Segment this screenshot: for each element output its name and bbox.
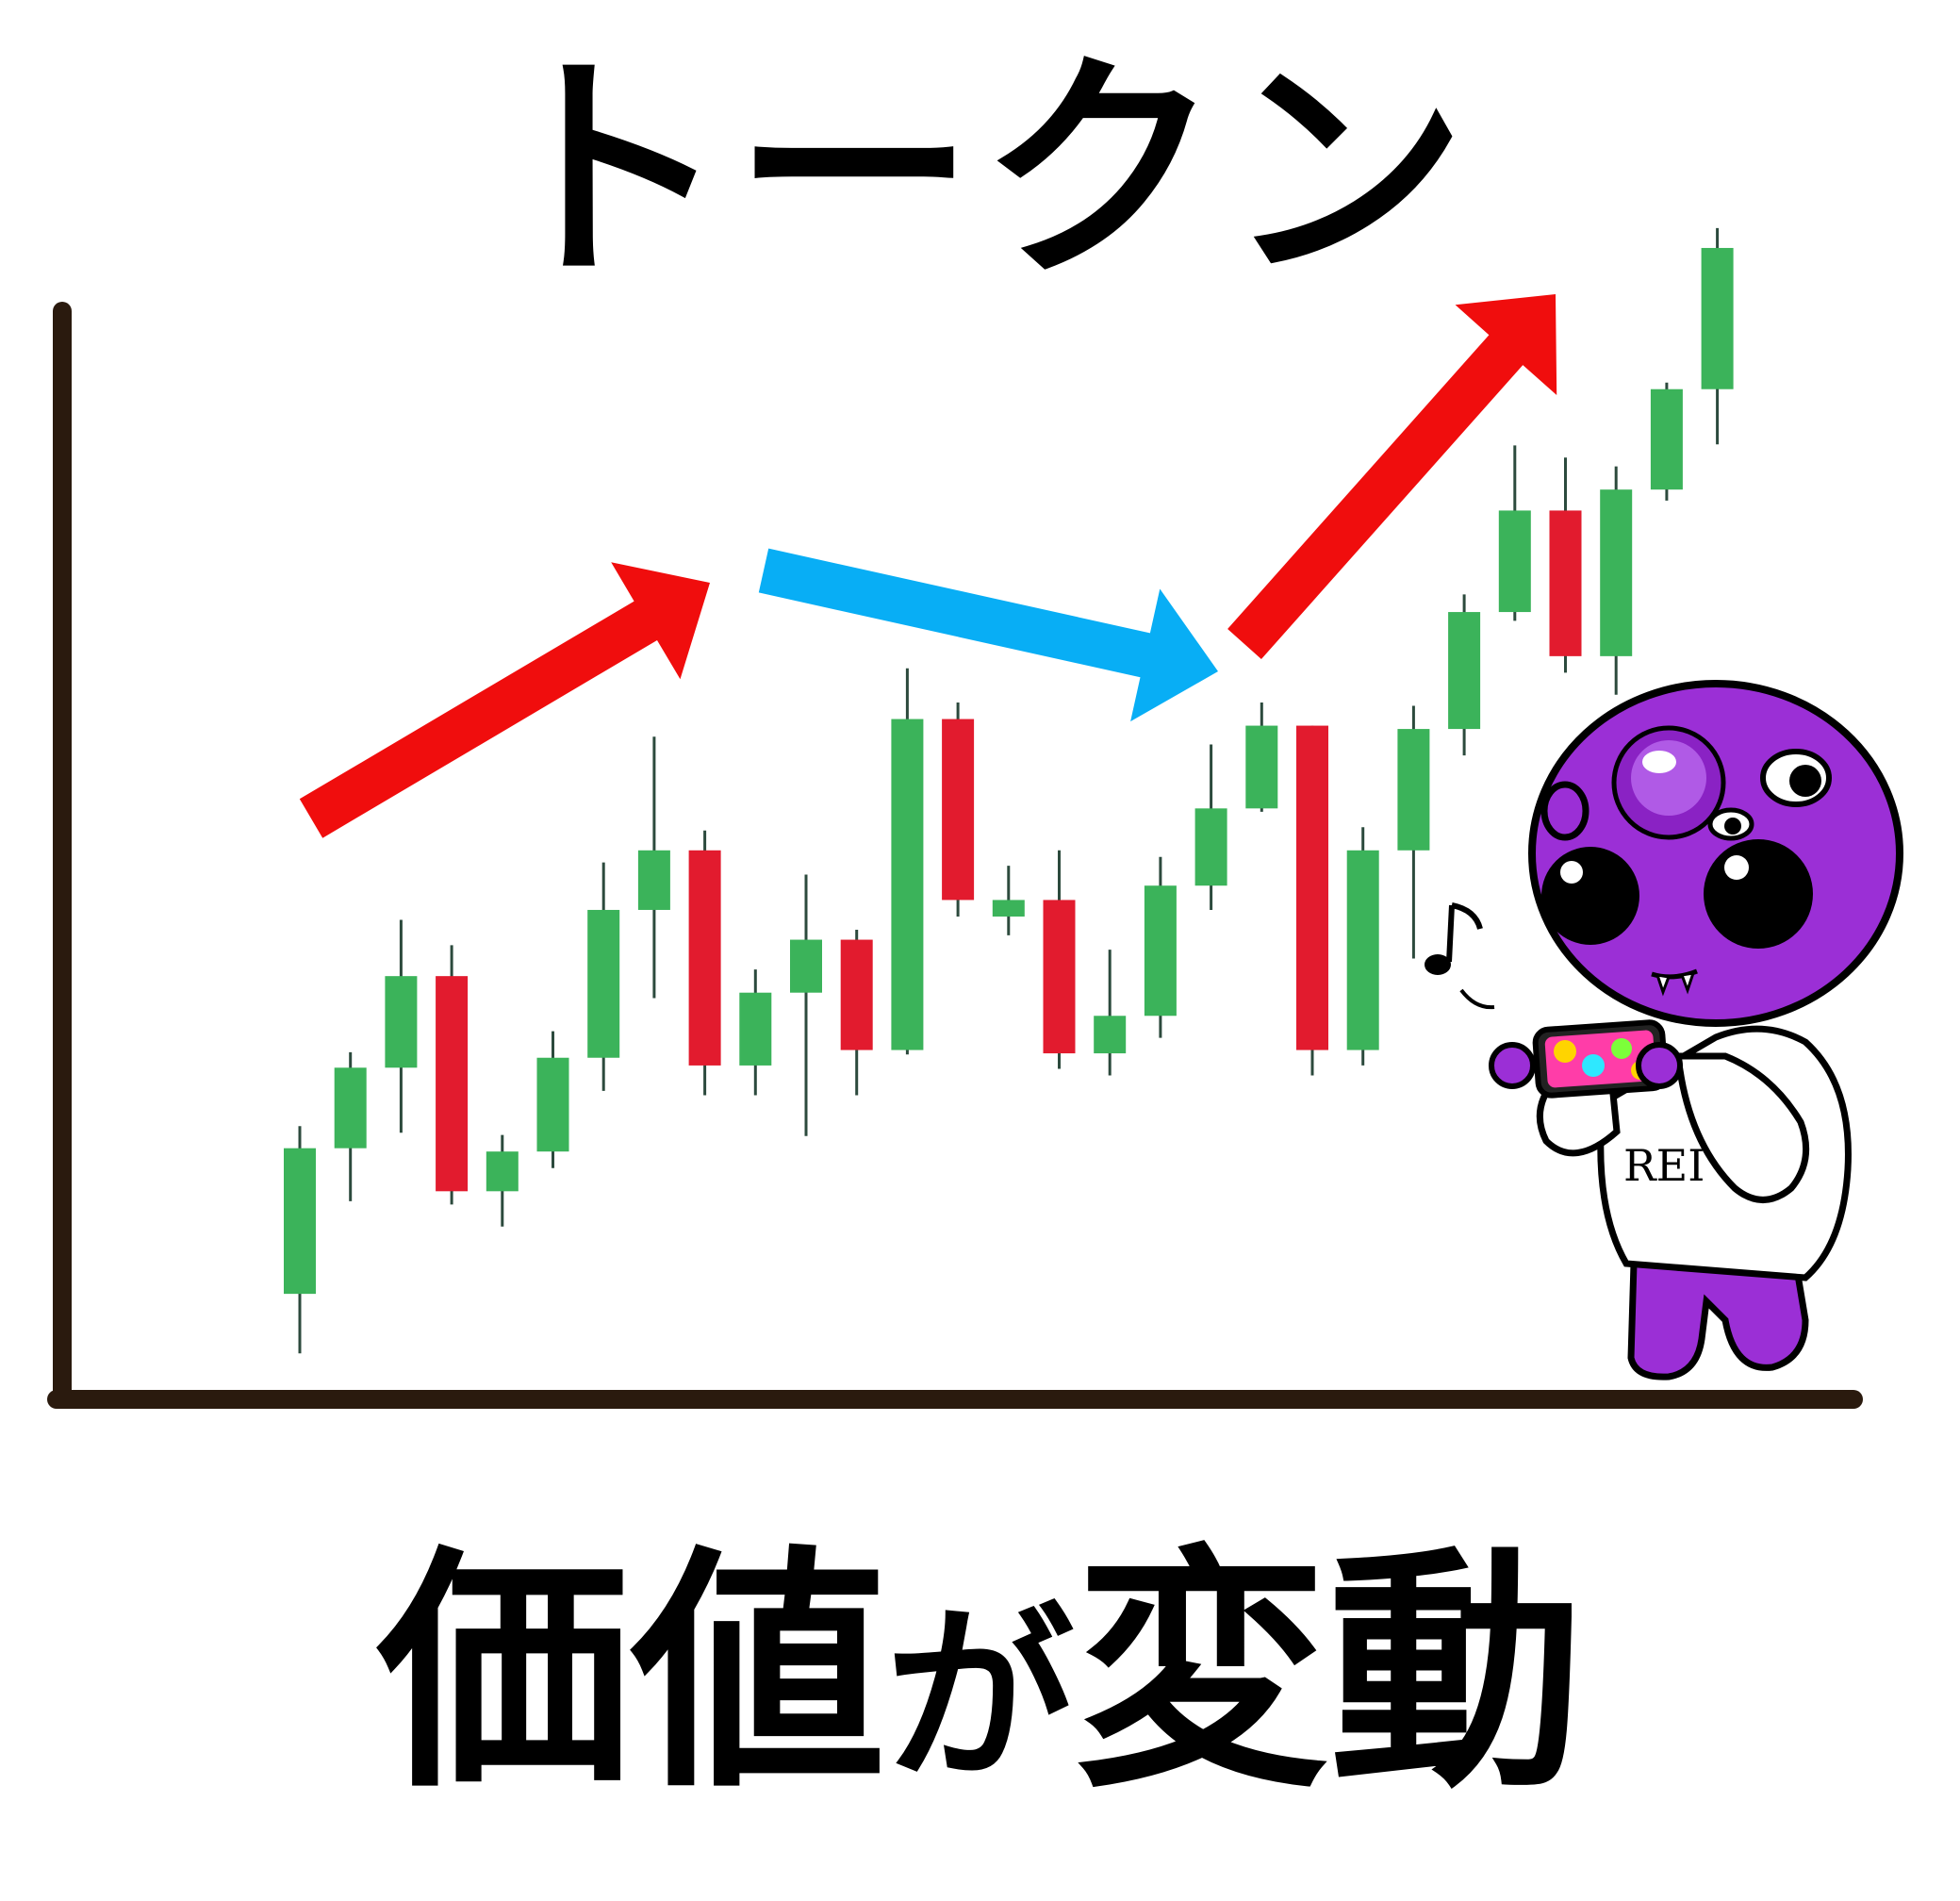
candle-down	[1549, 510, 1582, 656]
candle-up	[1448, 612, 1481, 730]
candle-up	[587, 909, 620, 1058]
candle-up	[1600, 489, 1633, 656]
candle-up	[1701, 247, 1734, 389]
candle-up	[992, 900, 1025, 917]
subtitle-part-2: が	[885, 1587, 1075, 1807]
hoodie-text: REI	[1623, 1140, 1705, 1191]
trend-arrow-down	[758, 548, 1218, 722]
candle-up	[486, 1151, 519, 1192]
candle-down	[688, 850, 721, 1066]
candle-up	[536, 1057, 569, 1152]
page-title: トークン	[487, 32, 1473, 312]
candle-up	[891, 719, 924, 1050]
subtitle-part-1: 価値	[376, 1525, 886, 1822]
candle-up	[385, 976, 418, 1068]
candle-up	[790, 939, 822, 993]
candle-up	[1245, 725, 1278, 809]
candle-down	[436, 976, 469, 1192]
candle-up	[1397, 729, 1430, 851]
music-note-icon	[1425, 902, 1495, 1010]
candle-up	[1346, 850, 1379, 1050]
chart-axes	[47, 302, 1863, 1409]
candle-down	[1043, 900, 1076, 1054]
subtitle-part-3: 変動	[1074, 1525, 1584, 1822]
candle-up	[1650, 388, 1683, 490]
candle-up	[1144, 885, 1177, 1017]
candle-up	[637, 850, 670, 910]
candle-down	[1296, 725, 1328, 1050]
candle-up	[284, 1148, 316, 1295]
candle-down	[942, 719, 975, 901]
trend-arrows-group	[299, 294, 1557, 838]
phone-icon	[1489, 1019, 1683, 1099]
candle-down	[840, 939, 873, 1050]
candle-up	[1194, 808, 1227, 886]
candle-up	[739, 992, 772, 1066]
trend-arrow-up	[299, 562, 710, 838]
candle-up	[334, 1067, 367, 1149]
purple-alien-mascot-icon: REI	[1425, 680, 1903, 1380]
candles-group	[284, 227, 1734, 1354]
candle-up	[1094, 1016, 1127, 1054]
trend-arrow-up	[1227, 294, 1557, 659]
page-subtitle: 価値が変動	[0, 1546, 1960, 1801]
candle-up	[1498, 510, 1531, 613]
